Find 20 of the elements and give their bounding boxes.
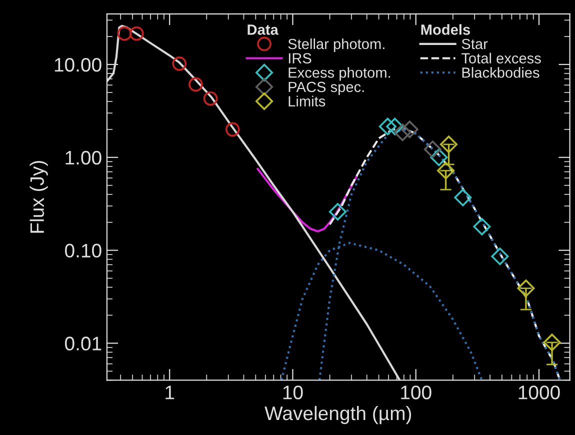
x-axis-title: Wavelength (µm) [264, 406, 412, 424]
text: Data [248, 24, 278, 35]
y-axis-title: Flux (Jy) [30, 160, 48, 233]
x-tick-label: 1000 [518, 386, 560, 400]
legend-label: Excess photom. [288, 67, 390, 81]
legend-label: Total excess [462, 52, 541, 64]
x-tick-label: 1 [166, 386, 174, 400]
legend-label: Star [462, 38, 488, 50]
legend-label: PACS spec. [288, 82, 364, 96]
y-tick-label: 0.10 [65, 244, 102, 258]
y-tick-label: 0.01 [65, 336, 102, 350]
x-tick-label: 100 [401, 386, 432, 400]
legend-label: Blackbodies [462, 67, 540, 78]
legend-label: IRS [288, 53, 312, 64]
legend-label: Stellar photom. [288, 38, 384, 52]
y-tick-label: 1.00 [66, 150, 102, 165]
y-tick-label: 10.00 [54, 58, 102, 72]
text: Models [421, 24, 470, 35]
legend-label: Limits [288, 96, 326, 106]
x-tick-label: 10 [283, 386, 303, 400]
